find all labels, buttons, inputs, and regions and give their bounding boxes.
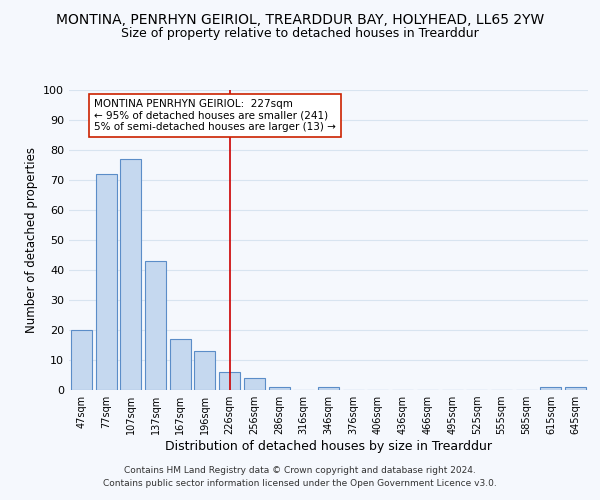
Text: Size of property relative to detached houses in Trearddur: Size of property relative to detached ho… — [121, 28, 479, 40]
Bar — [269, 387, 290, 390]
Bar — [95, 174, 116, 390]
Bar — [244, 378, 265, 390]
Bar — [71, 330, 92, 390]
Bar — [219, 372, 240, 390]
Bar — [565, 387, 586, 390]
Bar — [318, 387, 339, 390]
Text: MONTINA, PENRHYN GEIRIOL, TREARDDUR BAY, HOLYHEAD, LL65 2YW: MONTINA, PENRHYN GEIRIOL, TREARDDUR BAY,… — [56, 12, 544, 26]
Bar — [145, 261, 166, 390]
Y-axis label: Number of detached properties: Number of detached properties — [25, 147, 38, 333]
Text: MONTINA PENRHYN GEIRIOL:  227sqm
← 95% of detached houses are smaller (241)
5% o: MONTINA PENRHYN GEIRIOL: 227sqm ← 95% of… — [94, 99, 335, 132]
Bar — [120, 159, 141, 390]
Bar — [194, 351, 215, 390]
Bar — [541, 387, 562, 390]
Text: Contains HM Land Registry data © Crown copyright and database right 2024.
Contai: Contains HM Land Registry data © Crown c… — [103, 466, 497, 487]
Bar — [170, 339, 191, 390]
X-axis label: Distribution of detached houses by size in Trearddur: Distribution of detached houses by size … — [165, 440, 492, 453]
